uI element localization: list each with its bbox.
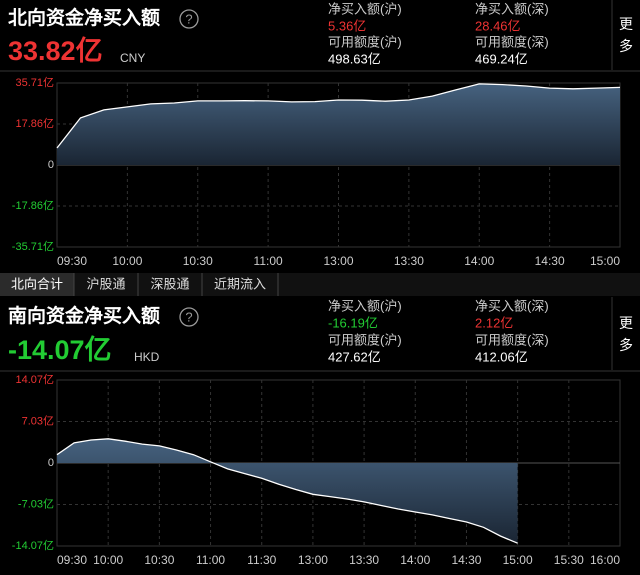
stat-value: 28.46亿 (475, 18, 521, 33)
stat-value: 5.36亿 (328, 18, 366, 33)
amount: 33.82亿 (8, 36, 103, 66)
x-tick-label: 13:30 (349, 553, 379, 567)
tab[interactable]: 近期流入 (214, 276, 266, 291)
tab[interactable]: 北向合计 (11, 276, 63, 291)
currency: HKD (134, 350, 160, 364)
y-tick-label: -35.71亿 (12, 240, 54, 253)
more-button[interactable]: 更多 (619, 16, 633, 54)
tab-bar (0, 273, 640, 296)
stat-value: 498.63亿 (328, 51, 381, 66)
line (56, 438, 518, 544)
stat-value: 427.62亿 (328, 349, 381, 364)
stat-label: 可用额度(沪) (328, 332, 402, 347)
tab[interactable]: 深股通 (150, 276, 189, 291)
title: 南向资金净买入额 (8, 304, 160, 327)
y-tick-label: -14.07亿 (12, 539, 54, 552)
stat-label: 净买入额(深) (475, 298, 549, 313)
y-tick-label: 14.07亿 (15, 373, 54, 386)
x-tick-label: 14:30 (535, 254, 565, 268)
x-tick-label: 13:30 (394, 254, 424, 268)
x-tick-label: 10:30 (144, 553, 174, 567)
title: 北向资金净买入额 (8, 6, 160, 29)
x-tick-label: 15:30 (554, 553, 584, 567)
x-tick-label: 11:00 (254, 254, 283, 268)
x-tick-label: 10:00 (93, 553, 123, 567)
y-tick-label: 17.86亿 (15, 117, 54, 130)
amount: -14.07亿 (8, 335, 112, 365)
x-tick-label: 14:00 (400, 553, 430, 567)
x-tick-label: 15:00 (503, 553, 533, 567)
line (56, 83, 621, 149)
help-text[interactable]: ? (185, 309, 192, 324)
x-tick-label: 11:30 (247, 553, 276, 567)
y-tick-label: 0 (48, 457, 54, 469)
stat-value: -16.19亿 (328, 315, 378, 330)
area (57, 83, 620, 165)
help-icon[interactable] (179, 307, 199, 327)
stat-label: 可用额度(深) (475, 332, 549, 347)
x-tick-label: 10:30 (183, 254, 213, 268)
x-tick-label: 14:30 (451, 553, 481, 567)
y-tick-label: 0 (48, 159, 54, 171)
area (57, 438, 518, 544)
x-tick-label: 09:30 (57, 254, 87, 268)
x-tick-label: 16:00 (590, 553, 620, 567)
help-icon[interactable] (179, 9, 199, 29)
stat-label: 可用额度(深) (475, 34, 549, 49)
stat-value: 2.12亿 (475, 315, 513, 330)
stat-value: 469.24亿 (475, 51, 528, 66)
x-tick-label: 10:00 (112, 254, 142, 268)
x-tick-label: 14:00 (464, 254, 494, 268)
x-tick-label: 13:00 (298, 553, 328, 567)
stat-value: 412.06亿 (475, 349, 528, 364)
x-tick-label: 15:00 (590, 254, 620, 268)
x-tick-label: 09:30 (57, 553, 87, 567)
y-tick-label: -17.86亿 (12, 199, 54, 212)
stat-label: 净买入额(沪) (328, 298, 402, 313)
tab-active[interactable] (0, 273, 74, 296)
currency: CNY (120, 51, 145, 65)
y-tick-label: 7.03亿 (22, 414, 54, 427)
y-tick-label: 35.71亿 (15, 76, 54, 89)
x-tick-label: 13:00 (323, 254, 353, 268)
stat-label: 可用额度(沪) (328, 34, 402, 49)
more-button[interactable]: 更多 (619, 315, 633, 353)
stat-label: 净买入额(沪) (328, 1, 402, 16)
y-tick-label: -7.03亿 (18, 497, 54, 510)
tab[interactable]: 沪股通 (86, 276, 125, 291)
x-tick-label: 11:00 (196, 553, 225, 567)
stat-label: 净买入额(深) (475, 1, 549, 16)
help-text[interactable]: ? (185, 11, 192, 26)
